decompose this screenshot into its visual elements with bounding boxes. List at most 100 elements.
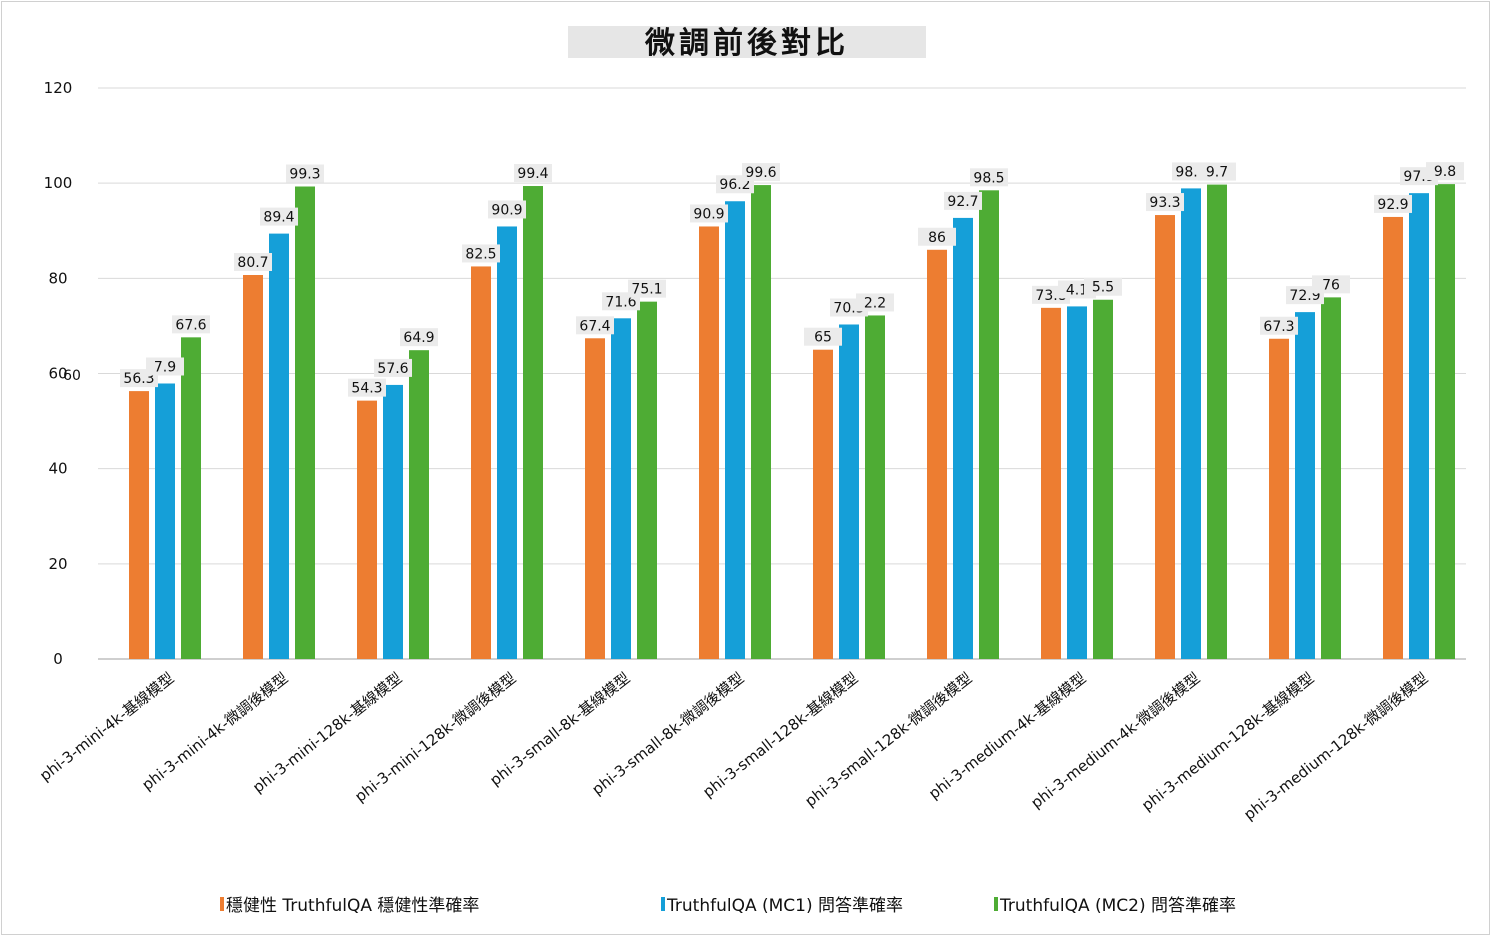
data-label-background [146,357,184,376]
data-labels: 56.37.967.680.789.499.354.357.664.982.59… [63,162,1464,397]
data-label: 5.5 [1092,280,1114,296]
bar-3 [295,186,315,659]
data-label: 67.3 [1263,319,1294,335]
data-label: 99.3 [289,166,320,182]
bar-2 [725,201,745,659]
legend-swatch [994,897,998,911]
data-label-background [1374,194,1412,213]
bar-2 [1181,188,1201,660]
data-label-background [944,191,982,210]
data-label: 86 [928,230,946,246]
data-label: 67.4 [579,318,610,334]
bar-1 [927,249,947,660]
x-tick-label: phi-3-medium-128k-微調後模型 [1240,669,1431,824]
data-label: 64.9 [403,330,434,346]
bar-1 [357,400,377,659]
bar-3 [637,301,657,659]
bar-1 [1269,338,1289,659]
bars [129,184,1455,660]
data-label-background [970,168,1008,187]
data-label-background [286,164,324,183]
data-label-background [804,327,842,346]
data-label: 98.5 [973,170,1004,186]
bar-1 [813,349,833,659]
data-label: 2.2 [864,295,886,311]
y-axis-ticks: 0 20 40 60 80 100 120 [44,79,73,668]
bar-3 [1321,297,1341,659]
data-label-background [918,227,956,246]
legend-label: TruthfulQA (MC1) 問答準確率 [666,896,903,916]
data-label: 89.4 [263,210,294,226]
data-label-background [628,279,666,298]
legend: 穩健性 TruthfulQA 穩健性準確率 TruthfulQA (MC1) 問答… [220,896,1236,916]
data-label-background [172,315,210,334]
data-label-background [374,358,412,377]
data-label: 4.1 [1066,282,1088,298]
y-tick-label: 20 [48,555,67,573]
bar-2 [497,226,517,659]
data-label-background [1426,162,1464,181]
data-label: 65 [814,330,832,346]
bar-1 [129,391,149,659]
bar-3 [979,190,999,659]
legend-swatch [220,897,224,911]
legend-label: 穩健性 TruthfulQA 穩健性準確率 [226,896,479,916]
data-label: 9.7 [1206,165,1228,181]
bar-2 [839,324,859,659]
bar-2 [611,318,631,659]
bar-3 [1207,184,1227,659]
data-label-background [856,293,894,312]
data-label: 82.5 [465,246,496,262]
stray-data-label: 60 [63,368,81,384]
data-label: 54.3 [351,381,382,397]
data-label-background [742,163,780,182]
data-label-background [260,207,298,226]
data-label: 80.7 [237,255,268,271]
data-label-background [514,164,552,183]
data-label: 67.6 [175,317,206,333]
data-label: 99.6 [745,165,776,181]
chart-title: 微調前後對比 [644,26,849,61]
bar-1 [471,266,491,659]
x-axis-ticks: phi-3-mini-4k-基線模型phi-3-mini-4k-微調後模型phi… [36,669,1431,824]
bar-1 [1041,307,1061,659]
bar-2 [1409,193,1429,659]
bar-2 [1067,306,1087,659]
chart-title-background [568,26,926,58]
data-label-background [488,200,526,219]
y-tick-label: 60 [48,365,67,383]
bar-1 [1383,216,1403,659]
data-label-background [348,378,386,397]
gridlines [98,87,1466,660]
y-tick-label: 40 [48,460,67,478]
data-label: 9.8 [1434,164,1456,180]
data-label: 93.3 [1149,195,1180,211]
data-label: 92.7 [947,194,978,210]
data-label-background [400,328,438,347]
bar-3 [751,185,771,659]
data-label-background [576,316,614,335]
data-label: 92.9 [1377,197,1408,213]
data-label-background [234,253,272,272]
bar-1 [585,338,605,659]
legend-swatch [661,897,665,911]
data-label-background [1312,275,1350,294]
bar-2 [269,233,289,660]
data-label: 57.6 [377,361,408,377]
legend-label: TruthfulQA (MC2) 問答準確率 [999,896,1236,916]
data-label: 76 [1322,277,1340,293]
bar-2 [953,217,973,659]
y-tick-label: 100 [44,174,73,192]
bar-3 [865,315,885,659]
data-label-background [462,244,500,263]
y-tick-label: 80 [48,269,67,287]
data-label: 7.9 [154,359,176,375]
bar-3 [523,186,543,659]
bar-2 [1295,312,1315,659]
data-label: 96.2 [719,177,750,193]
data-label: 90.9 [693,206,724,222]
data-label: 75.1 [631,282,662,298]
bar-1 [1155,215,1175,660]
